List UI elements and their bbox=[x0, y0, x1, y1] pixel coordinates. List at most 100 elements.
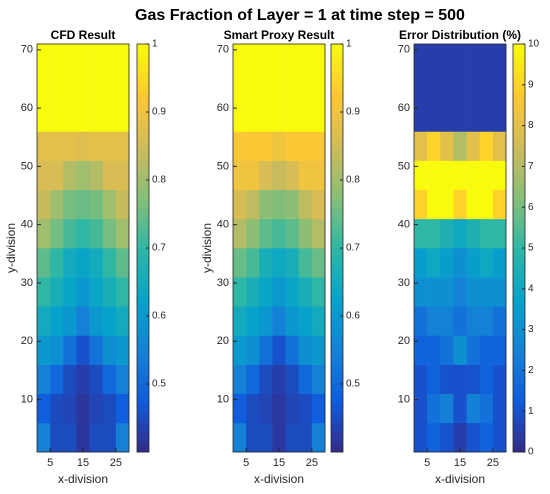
heatmap-cell bbox=[233, 364, 247, 395]
colorbar-tick-label: 9 bbox=[528, 79, 534, 90]
heatmap-cell bbox=[285, 306, 300, 336]
colorbar-step bbox=[513, 356, 525, 364]
heatmap-cell bbox=[453, 393, 467, 424]
heatmap-cell bbox=[37, 44, 51, 132]
heatmap-cell bbox=[414, 248, 428, 278]
colorbar-step bbox=[331, 302, 343, 310]
heatmap-cell bbox=[63, 277, 77, 307]
heatmap-cell bbox=[115, 422, 130, 453]
heatmap-cell bbox=[102, 218, 117, 249]
heatmap-cell bbox=[479, 189, 494, 220]
colorbar-tick-label: 4 bbox=[528, 283, 534, 294]
x-tick-label: 15 bbox=[273, 457, 285, 469]
colorbar-step bbox=[331, 343, 343, 351]
heatmap-cell bbox=[115, 393, 130, 424]
colorbar-step bbox=[513, 180, 525, 188]
heatmap-cell bbox=[427, 160, 441, 191]
heatmap-cell bbox=[492, 277, 507, 307]
colorbar-tick-label: 0.9 bbox=[152, 107, 166, 118]
heatmap-cell bbox=[259, 393, 273, 424]
heatmap-cell bbox=[466, 335, 481, 365]
colorbar-step bbox=[513, 377, 525, 385]
heatmap-cell bbox=[63, 393, 77, 424]
heatmap-cell bbox=[50, 393, 64, 424]
heatmap-cell bbox=[440, 393, 454, 424]
heatmap-cell bbox=[115, 364, 130, 395]
colorbar-step bbox=[331, 438, 343, 446]
colorbar-step bbox=[513, 275, 525, 283]
colorbar-step bbox=[137, 329, 149, 337]
colorbar-step bbox=[137, 200, 149, 208]
heatmap-cell bbox=[427, 131, 441, 161]
colorbar-step bbox=[331, 112, 343, 120]
heatmap-cell bbox=[311, 218, 326, 249]
heatmap-cell bbox=[492, 248, 507, 278]
heatmap-cell bbox=[298, 335, 313, 365]
colorbar-step bbox=[331, 356, 343, 364]
colorbar-step bbox=[513, 302, 525, 310]
y-tick-label: 50 bbox=[398, 160, 410, 172]
colorbar-tick-label: 1 bbox=[152, 39, 158, 50]
colorbar-step bbox=[137, 384, 149, 392]
colorbar-step bbox=[137, 424, 149, 432]
heatmap-cell bbox=[453, 44, 467, 132]
colorbar-step bbox=[513, 112, 525, 120]
colorbar-step bbox=[331, 329, 343, 337]
y-tick-label: 40 bbox=[217, 219, 229, 231]
heatmap-cell bbox=[272, 248, 286, 278]
heatmap-cell bbox=[115, 218, 130, 249]
colorbar-step bbox=[137, 132, 149, 140]
heatmap-cell bbox=[76, 248, 90, 278]
heatmap-cell bbox=[89, 306, 104, 336]
x-tick-label: 5 bbox=[424, 457, 430, 469]
heatmap-cell bbox=[37, 393, 51, 424]
colorbar-step bbox=[137, 404, 149, 412]
colorbar-step bbox=[137, 220, 149, 228]
colorbar-step bbox=[513, 44, 525, 52]
colorbar-step bbox=[331, 370, 343, 378]
heatmap-cell bbox=[492, 160, 507, 191]
colorbar-tick-label: 1 bbox=[528, 406, 534, 417]
colorbar-step bbox=[331, 159, 343, 167]
heatmap-cell bbox=[246, 277, 260, 307]
heatmap-cell bbox=[37, 131, 51, 161]
colorbar-step bbox=[137, 64, 149, 72]
heatmap-cell bbox=[285, 160, 300, 191]
y-tick-label: 10 bbox=[21, 393, 33, 405]
y-tick-label: 10 bbox=[398, 393, 410, 405]
colorbar-step bbox=[513, 64, 525, 72]
colorbar-step bbox=[331, 336, 343, 344]
colorbar-step bbox=[513, 234, 525, 242]
colorbar-step bbox=[331, 384, 343, 392]
colorbar-step bbox=[513, 159, 525, 167]
heatmap-cell bbox=[233, 131, 247, 161]
y-tick-label: 60 bbox=[21, 102, 33, 114]
heatmap-cell bbox=[427, 277, 441, 307]
colorbar-step bbox=[331, 254, 343, 262]
colorbar-step bbox=[513, 139, 525, 147]
heatmap-cell bbox=[492, 218, 507, 249]
colorbar-step bbox=[331, 57, 343, 65]
heatmap-cell bbox=[414, 306, 428, 336]
colorbar-step bbox=[331, 282, 343, 290]
heatmap-cell bbox=[76, 218, 90, 249]
heatmap-cell bbox=[466, 364, 481, 395]
heatmap-cell bbox=[427, 422, 441, 453]
colorbar-step bbox=[513, 397, 525, 405]
heatmap-cell bbox=[453, 160, 467, 191]
heatmap-cell bbox=[233, 189, 247, 220]
heatmap-cell bbox=[285, 248, 300, 278]
y-tick-label: 30 bbox=[217, 277, 229, 289]
heatmap-cell bbox=[246, 248, 260, 278]
heatmap-cell bbox=[427, 306, 441, 336]
colorbar-step bbox=[331, 227, 343, 235]
y-tick-label: 20 bbox=[217, 335, 229, 347]
heatmap-cell bbox=[89, 422, 104, 453]
colorbar-step bbox=[137, 125, 149, 133]
heatmap-cell bbox=[102, 248, 117, 278]
heatmap-cell bbox=[63, 422, 77, 453]
colorbar-step bbox=[513, 227, 525, 235]
heatmap-cell bbox=[492, 306, 507, 336]
axes-title: CFD Result bbox=[51, 28, 116, 42]
heatmap-cell bbox=[440, 364, 454, 395]
